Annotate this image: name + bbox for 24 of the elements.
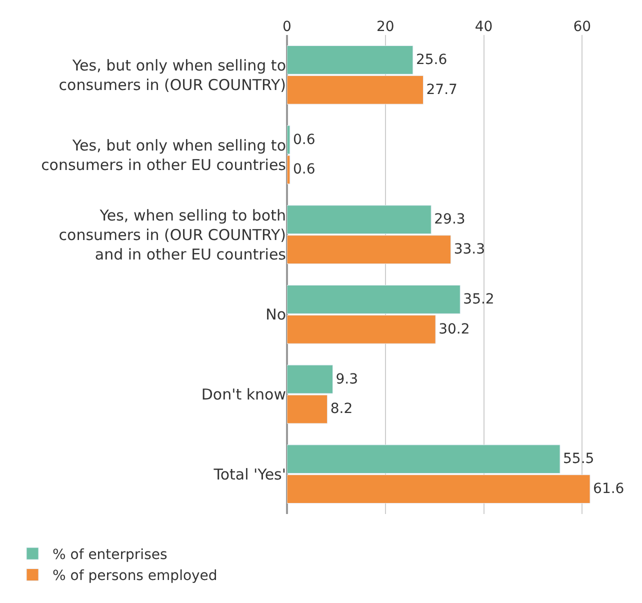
y-tick-label: No xyxy=(266,306,286,324)
data-label: 35.2 xyxy=(463,291,494,308)
legend-label: % of persons employed xyxy=(52,568,218,584)
y-tick-label: Total 'Yes' xyxy=(212,465,286,484)
data-label: 33.3 xyxy=(454,242,485,258)
data-label: 55.5 xyxy=(563,451,594,468)
x-tick-label: 0 xyxy=(282,19,292,36)
data-label: 27.7 xyxy=(426,82,458,98)
y-tick-label: Yes, when selling to both consumers in (OUR COUNTRY) and in other EU countries xyxy=(58,206,286,264)
data-label: 8.2 xyxy=(330,401,353,418)
data-label: 9.3 xyxy=(336,371,358,388)
data-label: 25.6 xyxy=(416,52,448,68)
x-tick-label: 60 xyxy=(573,19,592,36)
x-tick-label: 40 xyxy=(474,19,493,36)
data-label: 0.6 xyxy=(292,162,316,178)
data-label: 29.3 xyxy=(434,212,466,228)
data-label: 30.2 xyxy=(438,321,470,338)
y-tick-label: Yes, but only when selling to consumers in other EU countries xyxy=(41,136,286,174)
legend-label: % of enterprises xyxy=(52,547,168,564)
x-tick-label: 20 xyxy=(376,19,394,36)
data-label: 0.6 xyxy=(292,132,316,148)
data-label: 61.6 xyxy=(593,481,624,498)
y-tick-label: Yes, but only when selling to consumers in (OUR COUNTRY) xyxy=(58,56,286,94)
y-tick-label: Don't know xyxy=(201,386,286,404)
